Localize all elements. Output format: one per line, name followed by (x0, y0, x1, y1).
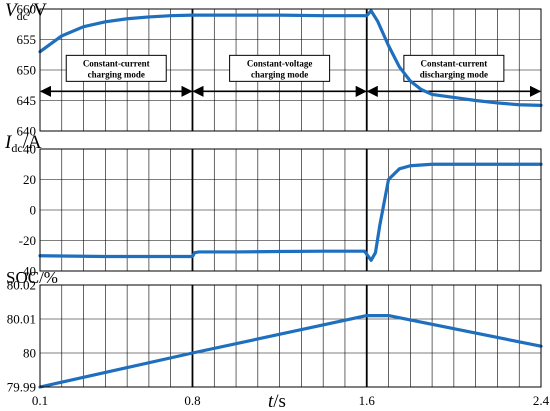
y-tick-label: -40 (19, 264, 36, 279)
mode-label-box (403, 54, 505, 82)
x-tick-label: 0.8 (184, 393, 200, 408)
y-tick-label: 40 (23, 142, 36, 157)
y-tick-label: 80.01 (7, 312, 36, 327)
y-tick-label: 20 (23, 172, 36, 187)
y-tick-label: 655 (17, 32, 37, 47)
mode-label-box (229, 54, 331, 82)
plot-frame (39, 148, 542, 272)
mode-label-line2: charging mode (251, 69, 308, 79)
series-line (38, 9, 543, 107)
y-tick-label: 0 (30, 203, 37, 218)
y-tick-label: 660 (17, 2, 37, 17)
mode-label-line1: Constant-voltage (247, 58, 313, 68)
y-tick-label: -20 (19, 233, 36, 248)
y-tick-label: 650 (17, 63, 37, 78)
y-tick-label: 80 (23, 346, 36, 361)
mode-label-line2: discharging mode (420, 69, 488, 79)
mode-label-line1: Constant-current (83, 58, 150, 68)
panel-ylabel: Vdc/V (5, 0, 47, 23)
y-tick-label: 80.02 (7, 278, 36, 293)
panel-ylabel: SOC/% (6, 268, 58, 287)
x-tick-label: 2.4 (533, 393, 550, 408)
series-line (38, 162, 543, 262)
y-tick-label: 645 (17, 93, 37, 108)
horizontal-grid (40, 179, 541, 241)
plot-frame (39, 8, 542, 132)
y-tick-label: 640 (17, 124, 37, 139)
mode-label-line1: Constant-current (420, 58, 487, 68)
mode-label-box (65, 54, 167, 82)
x-tick-label: 1.6 (359, 393, 376, 408)
mode-label-line2: charging mode (88, 69, 145, 79)
horizontal-grid (40, 318, 541, 354)
plot-frame (39, 284, 542, 388)
series-line (38, 314, 543, 389)
x-axis-label: t/s (268, 391, 286, 411)
panel-ylabel: Idc/A (4, 132, 42, 155)
x-tick-label: 0.1 (32, 393, 48, 408)
y-tick-label: 79.99 (7, 380, 36, 395)
